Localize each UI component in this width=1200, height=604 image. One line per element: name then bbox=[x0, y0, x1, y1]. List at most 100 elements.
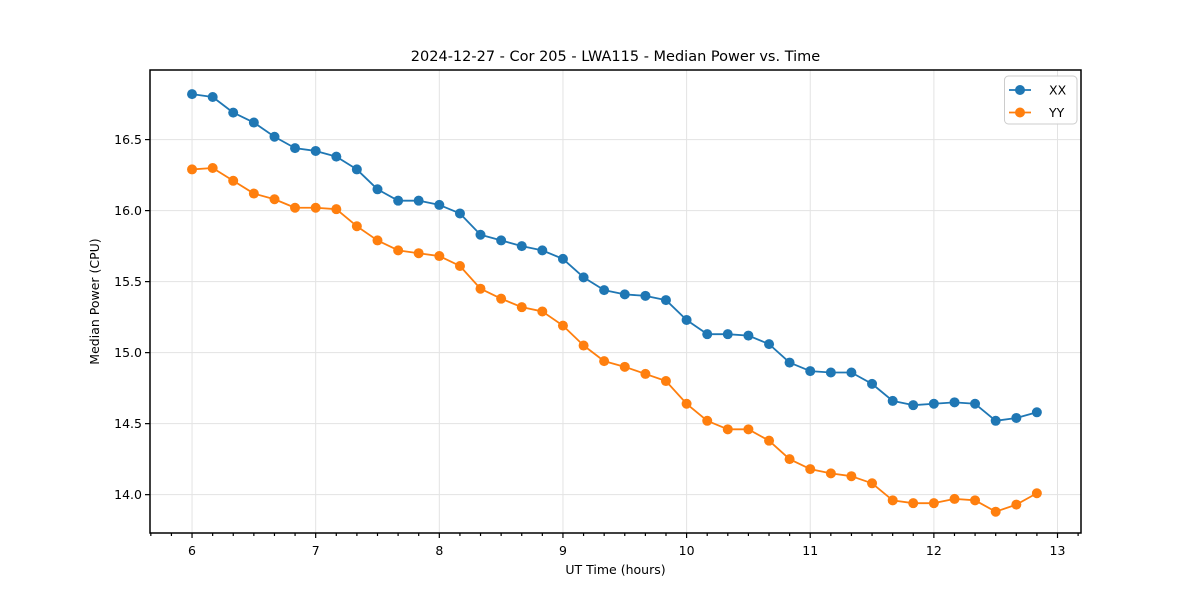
data-point-yy bbox=[516, 302, 527, 313]
data-point-yy bbox=[599, 356, 610, 367]
data-point-xx bbox=[228, 107, 239, 118]
data-point-yy bbox=[619, 361, 630, 372]
y-tick-label: 14.5 bbox=[114, 416, 142, 431]
data-point-yy bbox=[290, 202, 301, 213]
data-point-xx bbox=[248, 117, 259, 128]
data-point-yy bbox=[537, 306, 548, 317]
data-point-yy bbox=[331, 204, 342, 215]
data-point-xx bbox=[640, 290, 651, 301]
data-point-yy bbox=[351, 221, 362, 232]
data-point-yy bbox=[887, 495, 898, 506]
x-tick-label: 9 bbox=[559, 543, 567, 558]
data-point-xx bbox=[928, 398, 939, 409]
data-point-yy bbox=[434, 251, 445, 262]
data-point-xx bbox=[516, 241, 527, 252]
data-point-yy bbox=[475, 283, 486, 294]
legend-marker bbox=[1015, 85, 1025, 95]
data-point-xx bbox=[187, 89, 198, 100]
y-tick-label: 16.0 bbox=[114, 203, 142, 218]
x-tick-label: 11 bbox=[802, 543, 818, 558]
data-point-yy bbox=[928, 498, 939, 509]
x-tick-label: 8 bbox=[435, 543, 443, 558]
data-point-xx bbox=[908, 400, 919, 411]
data-point-yy bbox=[640, 368, 651, 379]
data-point-xx bbox=[660, 295, 671, 306]
data-point-yy bbox=[578, 340, 589, 351]
data-point-yy bbox=[269, 194, 280, 205]
data-point-xx bbox=[475, 229, 486, 240]
data-point-xx bbox=[743, 330, 754, 341]
x-tick-label: 13 bbox=[1050, 543, 1066, 558]
y-tick-label: 16.5 bbox=[114, 132, 142, 147]
data-point-xx bbox=[681, 314, 692, 325]
x-tick-label: 10 bbox=[679, 543, 695, 558]
data-point-xx bbox=[805, 366, 816, 377]
data-point-yy bbox=[557, 320, 568, 331]
data-point-xx bbox=[1011, 412, 1022, 423]
x-tick-label: 6 bbox=[188, 543, 196, 558]
data-point-yy bbox=[970, 495, 981, 506]
data-point-xx bbox=[599, 285, 610, 296]
data-point-yy bbox=[248, 188, 259, 199]
data-point-xx bbox=[434, 199, 445, 210]
x-axis-ticks bbox=[150, 533, 1079, 538]
legend-label-xx: XX bbox=[1049, 83, 1067, 98]
data-point-xx bbox=[496, 235, 507, 246]
data-point-xx bbox=[970, 398, 981, 409]
legend-marker bbox=[1015, 107, 1025, 118]
data-point-xx bbox=[393, 195, 404, 206]
data-point-yy bbox=[393, 245, 404, 256]
plot-area: 6 7 8 9 10 11 12 13 14.0 14.5 15.0 15.5 16.0 16.5 XX YY bbox=[114, 69, 1082, 558]
data-point-yy bbox=[207, 162, 218, 173]
data-point-xx bbox=[537, 245, 548, 256]
data-point-xx bbox=[269, 131, 280, 142]
data-point-xx bbox=[867, 378, 878, 389]
data-point-yy bbox=[1011, 499, 1022, 510]
y-tick-label: 15.0 bbox=[114, 345, 142, 360]
data-point-xx bbox=[990, 415, 1001, 426]
data-point-yy bbox=[228, 175, 239, 186]
series-xx bbox=[187, 89, 1042, 426]
data-point-yy bbox=[784, 454, 795, 465]
legend-label-yy: YY bbox=[1048, 105, 1065, 120]
data-point-yy bbox=[908, 498, 919, 509]
data-point-xx bbox=[825, 367, 836, 378]
data-point-yy bbox=[702, 415, 713, 426]
data-point-xx bbox=[351, 164, 362, 175]
data-point-xx bbox=[846, 367, 857, 378]
data-point-yy bbox=[722, 424, 733, 435]
data-point-yy bbox=[805, 464, 816, 475]
x-tick-label: 12 bbox=[926, 543, 942, 558]
data-point-yy bbox=[867, 478, 878, 489]
data-point-yy bbox=[743, 424, 754, 435]
data-point-yy bbox=[310, 202, 321, 213]
data-point-yy bbox=[949, 493, 960, 504]
y-tick-label: 15.5 bbox=[114, 274, 142, 289]
data-point-xx bbox=[207, 91, 218, 102]
data-point-xx bbox=[619, 289, 630, 300]
data-point-yy bbox=[1031, 488, 1042, 499]
series-line-yy bbox=[191, 167, 1038, 513]
data-point-xx bbox=[764, 339, 775, 350]
data-point-yy bbox=[681, 398, 692, 409]
data-point-xx bbox=[557, 253, 568, 264]
data-point-xx bbox=[413, 195, 424, 206]
data-point-yy bbox=[990, 506, 1001, 517]
data-point-xx bbox=[310, 145, 321, 156]
y-axis-ticks bbox=[145, 138, 150, 496]
data-point-yy bbox=[846, 471, 857, 482]
data-point-yy bbox=[660, 376, 671, 387]
y-tick-label: 14.0 bbox=[114, 487, 142, 502]
axes-spines bbox=[149, 69, 1082, 534]
data-point-xx bbox=[887, 395, 898, 406]
data-point-xx bbox=[372, 184, 383, 195]
data-point-xx bbox=[290, 143, 301, 154]
x-axis-label: UT Time (hours) bbox=[565, 562, 665, 577]
data-point-xx bbox=[722, 329, 733, 340]
data-point-xx bbox=[331, 151, 342, 162]
grid bbox=[150, 70, 1081, 533]
data-point-yy bbox=[496, 293, 507, 304]
x-tick-label: 7 bbox=[312, 543, 320, 558]
